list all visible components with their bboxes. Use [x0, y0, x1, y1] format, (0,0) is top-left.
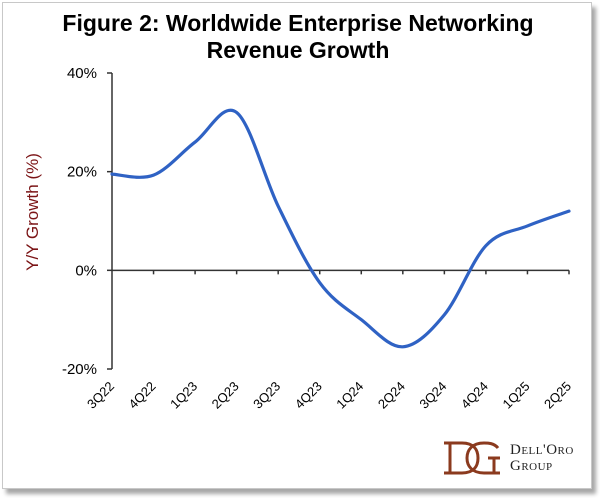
dell-oro-logo: Dell'Oro Group — [440, 440, 580, 476]
logo-text-line-1: Dell'Oro — [510, 442, 574, 458]
x-tick-label: 3Q22 — [84, 379, 117, 412]
x-tick-labels: 3Q22 4Q22 1Q23 2Q23 3Q23 4Q23 1Q24 2Q24 3Q24 4Q24… — [84, 379, 574, 412]
chart-title-line-2: Revenue Growth — [206, 37, 390, 63]
x-tick-label: 1Q23 — [167, 379, 200, 412]
dg-logo-mark-icon — [444, 441, 500, 475]
y-tick-label: -20% — [62, 361, 97, 378]
logo-text: Dell'Oro Group — [510, 442, 574, 474]
series-line-yy-growth — [110, 108, 571, 349]
x-tick-label: 3Q23 — [250, 379, 283, 412]
x-tick-label: 1Q24 — [333, 379, 366, 412]
x-tick-label: 4Q23 — [292, 379, 325, 412]
y-tick-labels: -20% 0% 20% 40% — [62, 65, 97, 378]
chart-title-line-1: Figure 2: Worldwide Enterprise Networkin… — [62, 10, 534, 36]
x-tick-label: 2Q24 — [375, 379, 408, 412]
chart-title: Figure 2: Worldwide Enterprise Networkin… — [0, 10, 596, 64]
x-tick-label: 2Q25 — [541, 379, 574, 412]
logo-text-line-2: Group — [510, 458, 553, 474]
y-tick-label: 20% — [67, 164, 97, 181]
y-tick-label: 40% — [67, 65, 97, 82]
axes — [107, 72, 570, 370]
x-tick-label: 2Q23 — [209, 379, 242, 412]
x-tick-label: 3Q24 — [416, 379, 449, 412]
x-tick-label: 4Q22 — [126, 379, 159, 412]
x-tick-label: 4Q24 — [458, 379, 491, 412]
series-layer — [110, 108, 571, 349]
x-tick-label: 1Q25 — [499, 379, 532, 412]
y-tick-label: 0% — [75, 262, 97, 279]
